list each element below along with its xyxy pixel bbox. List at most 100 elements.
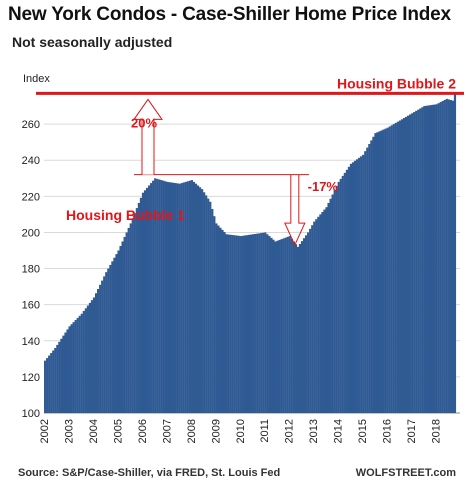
bar: [84, 308, 87, 413]
bar: [154, 178, 157, 413]
bar: [117, 250, 120, 413]
bar: [231, 235, 234, 413]
up-arrow-label: 20%: [131, 116, 157, 131]
bar: [135, 208, 138, 413]
bar: [329, 198, 332, 413]
bar: [315, 219, 318, 413]
bar: [101, 280, 104, 413]
bar: [166, 181, 169, 413]
bar: [233, 235, 236, 413]
bar: [343, 172, 346, 413]
bar: [145, 187, 149, 413]
bar: [164, 181, 167, 413]
x-tick-label: 2006: [137, 419, 149, 443]
bar: [409, 114, 412, 414]
x-tick-label: 2002: [39, 419, 51, 443]
bar: [162, 180, 165, 413]
bar: [66, 329, 69, 413]
bar: [419, 108, 422, 414]
bar: [223, 232, 226, 413]
bar: [278, 239, 281, 413]
bar: [270, 237, 273, 413]
bar: [356, 159, 359, 413]
bar: [380, 130, 383, 414]
bar: [411, 113, 414, 414]
bar: [417, 109, 420, 414]
bar: [103, 276, 106, 413]
bar: [384, 128, 387, 413]
bar: [168, 182, 171, 413]
x-axis: 2002 2003 2004 2005 2006 2007 2008 2009 2010 2011…: [39, 419, 443, 443]
bar: [129, 223, 132, 413]
bar: [447, 99, 450, 414]
bar: [160, 180, 163, 413]
bar-series: [44, 93, 457, 414]
bar: [139, 197, 143, 413]
bar: [421, 107, 424, 413]
bar: [209, 201, 212, 413]
bar: [288, 236, 291, 413]
y-tick-label: 260: [22, 119, 40, 131]
bar: [64, 332, 67, 413]
annotations: Housing Bubble 2 20% -17% Housing Bubble 1: [36, 75, 464, 247]
bar: [239, 236, 242, 413]
bar: [178, 183, 181, 413]
down-arrow-label: -17%: [308, 179, 339, 194]
bar: [433, 104, 436, 413]
bar: [294, 244, 298, 413]
x-tick-label: 2007: [161, 419, 173, 443]
bar: [280, 239, 283, 413]
bar: [266, 234, 269, 413]
bar: [378, 131, 381, 414]
bar: [441, 101, 444, 413]
bar: [325, 207, 328, 413]
bar: [141, 192, 145, 413]
bar: [437, 103, 440, 414]
bar: [331, 194, 334, 413]
bar: [353, 160, 357, 413]
bar: [276, 240, 279, 413]
bar: [374, 133, 377, 413]
bar: [52, 350, 55, 413]
bar: [319, 214, 322, 413]
bar: [99, 284, 102, 413]
bar: [435, 104, 438, 413]
bar: [300, 241, 304, 413]
bar: [158, 179, 161, 413]
bar: [123, 236, 126, 413]
bar: [184, 181, 187, 413]
bar: [415, 110, 418, 414]
bar: [404, 116, 408, 413]
bar: [46, 358, 49, 413]
bar: [105, 272, 108, 413]
bar: [182, 182, 185, 413]
bar: [78, 315, 81, 413]
bar: [201, 189, 204, 413]
bar: [305, 235, 308, 413]
bar: [386, 127, 389, 413]
bar: [274, 241, 277, 413]
bar: [188, 180, 191, 413]
bar: [339, 178, 342, 413]
bar: [90, 300, 94, 413]
bar: [252, 234, 255, 413]
bar: [260, 233, 263, 413]
bar: [392, 124, 395, 413]
bar: [44, 360, 47, 413]
bubble-1-label: Housing Bubble 1: [66, 207, 185, 223]
bar: [388, 126, 391, 413]
bar: [172, 182, 175, 413]
y-axis-label: Index: [23, 73, 50, 85]
bar: [413, 112, 416, 414]
bar: [323, 209, 326, 413]
up-arrow: [133, 98, 163, 175]
bar: [309, 228, 312, 413]
chart-title: New York Condos - Case-Shiller Home Pric…: [8, 4, 451, 25]
bar: [221, 229, 224, 413]
bar: [217, 225, 220, 413]
bar: [394, 122, 397, 413]
x-tick-label: 2013: [308, 419, 320, 443]
bar: [76, 317, 79, 413]
bar: [148, 185, 151, 413]
